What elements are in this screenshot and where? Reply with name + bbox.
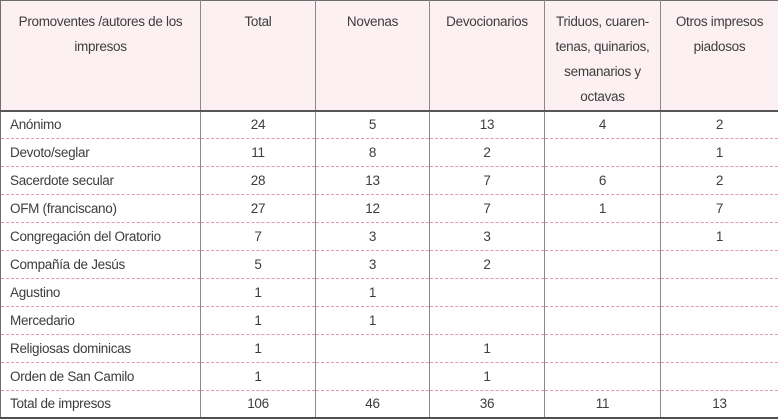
table-body: Anónimo 24 5 13 4 2 Devoto/seglar 11 8 2… — [0, 110, 778, 418]
cell — [544, 306, 661, 335]
cell — [544, 278, 661, 307]
cell: 1 — [544, 194, 661, 223]
cell — [660, 362, 778, 391]
row-label: Sacerdote secular — [0, 166, 201, 195]
row-label: Devoto/seglar — [0, 138, 201, 167]
cell: 5 — [315, 110, 430, 139]
cell — [429, 306, 545, 335]
column-header-total: Total — [200, 0, 316, 112]
table-row: Anónimo 24 5 13 4 2 — [0, 110, 778, 139]
cell — [544, 362, 661, 391]
cell — [315, 334, 430, 363]
table-row: Mercedario 1 1 — [0, 306, 778, 335]
cell: 12 — [315, 194, 430, 223]
cell: 36 — [429, 390, 545, 418]
cell: 3 — [315, 222, 430, 251]
row-label: Agustino — [0, 278, 201, 307]
cell: 1 — [315, 278, 430, 307]
cell — [315, 362, 430, 391]
cell: 13 — [429, 110, 545, 139]
row-label: Mercedario — [0, 306, 201, 335]
table-row: Agustino 1 1 — [0, 278, 778, 307]
cell — [660, 334, 778, 363]
cell — [544, 334, 661, 363]
row-label: Total de impresos — [10, 396, 111, 412]
cell: 5 — [200, 250, 316, 279]
column-header-triduos: Triduos, cuaren- tenas, quinarios, seman… — [544, 0, 661, 112]
cell: 4 — [544, 110, 661, 139]
cell: 1 — [315, 306, 430, 335]
cell: 6 — [544, 166, 661, 195]
row-label: Orden de San Camilo — [0, 362, 201, 391]
column-header-novenas: Novenas — [315, 0, 430, 112]
table-row: OFM (franciscano) 27 12 7 1 7 — [0, 194, 778, 223]
table-row: Orden de San Camilo 1 1 — [0, 362, 778, 391]
row-label: Congregación del Oratorio — [0, 222, 201, 251]
cell: 11 — [544, 390, 661, 418]
cell: 1 — [429, 362, 545, 391]
cell — [429, 278, 545, 307]
cell: 7 — [429, 194, 545, 223]
cell: 3 — [429, 222, 545, 251]
cell — [544, 138, 661, 167]
cell: 13 — [315, 166, 430, 195]
table-row: Sacerdote secular 28 13 7 6 2 — [0, 166, 778, 195]
cell: 1 — [660, 222, 778, 251]
cell: 7 — [200, 222, 316, 251]
cell: 2 — [660, 110, 778, 139]
cell: 13 — [660, 390, 778, 418]
cell: 7 — [429, 166, 545, 195]
cell: 1 — [200, 306, 316, 335]
table-row: Devoto/seglar 11 8 2 1 — [0, 138, 778, 167]
cell: 1 — [200, 334, 316, 363]
cell: 1 — [660, 138, 778, 167]
cell — [544, 250, 661, 279]
cell: 8 — [315, 138, 430, 167]
cell: 2 — [429, 138, 545, 167]
cell: 2 — [660, 166, 778, 195]
cell: 3 — [315, 250, 430, 279]
cell: 24 — [200, 110, 316, 139]
cell: 11 — [200, 138, 316, 167]
cell: 1 — [200, 362, 316, 391]
table-row-total: Total de impresos 106 46 36 11 13 — [1, 390, 778, 418]
cell: 1 — [429, 334, 545, 363]
table-row: Congregación del Oratorio 7 3 3 1 — [0, 222, 778, 251]
column-header-promoventes: Promoventes /autores de los impresos — [0, 0, 201, 112]
header-row: Promoventes /autores de los impresos Tot… — [0, 0, 778, 112]
table-header: Promoventes /autores de los impresos Tot… — [0, 0, 778, 112]
cell — [660, 306, 778, 335]
table-row: Religiosas dominicas 1 1 — [0, 334, 778, 363]
row-label: Religiosas dominicas — [0, 334, 201, 363]
column-header-otros: Otros impresos piadosos — [660, 0, 778, 112]
cell: 28 — [200, 166, 316, 195]
cell: 2 — [429, 250, 545, 279]
cell: 46 — [315, 390, 430, 418]
cell: 27 — [200, 194, 316, 223]
cell — [544, 222, 661, 251]
row-label: Anónimo — [0, 110, 201, 139]
row-label: OFM (franciscano) — [0, 194, 201, 223]
cell: 106 — [200, 390, 316, 418]
column-header-devocionarios: Devocionarios — [429, 0, 545, 112]
cell — [660, 250, 778, 279]
cell: 7 — [660, 194, 778, 223]
table-row: Compañía de Jesús 5 3 2 — [0, 250, 778, 279]
cell — [660, 278, 778, 307]
cell: 1 — [200, 278, 316, 307]
row-label: Compañía de Jesús — [0, 250, 201, 279]
